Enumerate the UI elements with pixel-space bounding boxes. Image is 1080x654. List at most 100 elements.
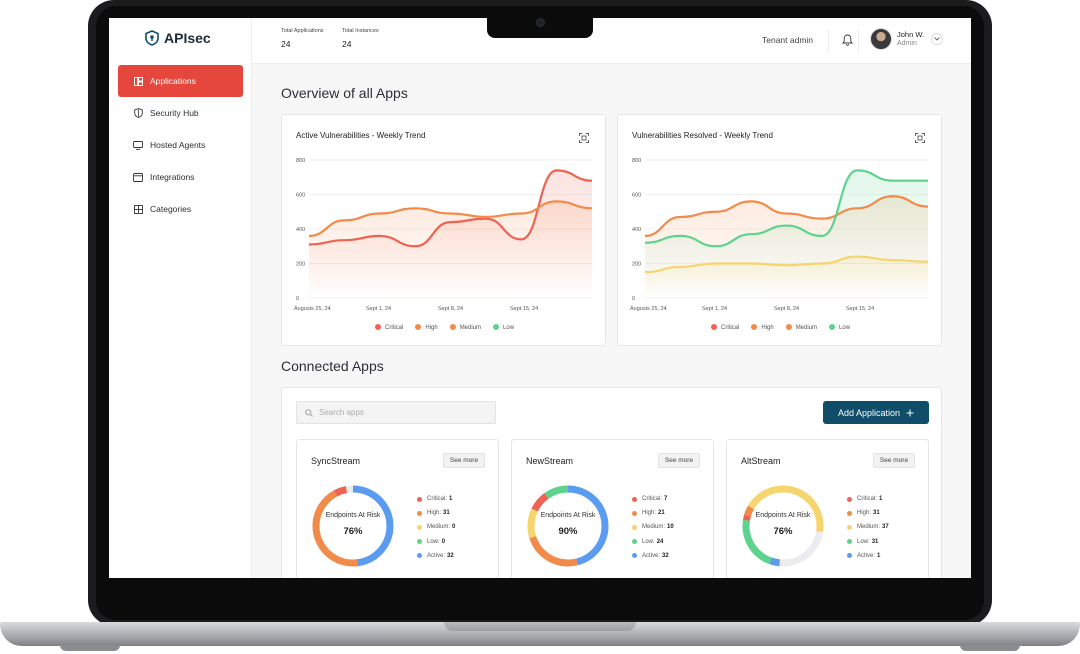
x-tick-label: Sept 1, 24 (702, 306, 727, 312)
series-area-medium (645, 256, 928, 298)
legend-dot (375, 324, 381, 330)
risk-label: Low: (427, 538, 440, 545)
see-more-button[interactable]: See more (658, 453, 700, 468)
app-name: AltStream (741, 456, 781, 466)
tenant-selector[interactable]: Tenant admin (762, 35, 814, 45)
donut-percent: 76% (773, 526, 793, 537)
risk-label: Critical: (642, 496, 663, 503)
brand-logo[interactable]: APIsec (145, 30, 211, 46)
status-dot (632, 524, 637, 530)
risk-label: High: (857, 510, 872, 517)
risk-value: 21 (658, 510, 665, 517)
risk-label: Critical: (857, 496, 878, 503)
app-card-newstream[interactable]: NewStream See more Endpoints At Risk 90%… (511, 439, 714, 578)
total-applications-label: Total Applications (281, 28, 324, 34)
risk-medium: Medium: 37 (847, 520, 889, 534)
endpoints-risk-donut (742, 485, 824, 567)
legend-item-high[interactable]: High (751, 324, 774, 331)
header-divider (858, 30, 859, 52)
see-more-button[interactable]: See more (443, 453, 485, 468)
chevron-down-icon[interactable] (931, 33, 943, 45)
risk-value: 7 (664, 496, 668, 503)
risk-critical: Critical: 7 (632, 492, 674, 506)
series-area-high (309, 201, 592, 298)
sidebar-item-security-hub[interactable]: Security Hub (118, 97, 243, 129)
see-more-button[interactable]: See more (873, 453, 915, 468)
legend-item-low[interactable]: Low (493, 324, 514, 331)
legend-item-critical[interactable]: Critical (711, 324, 739, 331)
y-tick-label: 200 (632, 262, 641, 268)
user-name: John W. (897, 30, 925, 39)
sidebar-item-categories[interactable]: Categories (118, 193, 243, 225)
app-name: SyncStream (311, 456, 361, 466)
legend-item-critical[interactable]: Critical (375, 324, 403, 331)
status-dot (417, 496, 422, 502)
risk-value: 1 (449, 496, 453, 503)
laptop-base-opening (444, 622, 636, 631)
sidebar-item-applications[interactable]: Applications (118, 65, 243, 97)
status-dot (847, 524, 852, 530)
risk-medium: Medium: 0 (417, 520, 455, 534)
risk-label: High: (427, 510, 442, 517)
y-tick-label: 400 (296, 227, 305, 233)
vulnerabilities-resolved-chart: 800 600 400 200 0 Augusts 25, 24 Sept 1, 24 Sep… (630, 158, 929, 312)
apisec-logo-icon (145, 30, 159, 46)
legend-dot (711, 324, 717, 330)
risk-label: Medium: (857, 524, 881, 531)
risk-value: 1 (877, 552, 881, 559)
x-tick-label: Sept 15, 24 (510, 306, 538, 312)
status-dot (417, 524, 422, 530)
app-card-altstream[interactable]: AltStream See more Endpoints At Risk 76%… (726, 439, 929, 578)
add-application-button[interactable]: Add Application (823, 401, 929, 424)
status-dot (847, 510, 852, 516)
legend-label: Medium (459, 325, 482, 331)
risk-value: 32 (447, 552, 454, 559)
y-tick-label: 400 (632, 227, 641, 233)
risk-medium: Medium: 10 (632, 520, 674, 534)
y-tick-label: 800 (632, 158, 641, 164)
sidebar-item-hosted-agents[interactable]: Hosted Agents (118, 129, 243, 161)
risk-label: Medium: (427, 524, 451, 531)
chart-legend: Critical High Medium Low (375, 324, 514, 331)
legend-label: High (761, 325, 774, 331)
legend-item-high[interactable]: High (415, 324, 438, 331)
sidebar-item-label: Hosted Agents (150, 140, 206, 150)
risk-value: 31 (871, 538, 879, 545)
legend-item-medium[interactable]: Medium (785, 324, 817, 331)
expand-icon[interactable] (915, 130, 925, 148)
active-vulnerabilities-card: Active Vulnerabilities - Weekly Trend 80… (281, 114, 606, 346)
legend-item-low[interactable]: Low (829, 324, 850, 331)
sidebar-nav: Applications Security Hub Hosted Agents … (118, 65, 243, 225)
status-dot (632, 553, 637, 559)
search-input[interactable]: Search apps (296, 401, 496, 424)
user-avatar[interactable] (870, 28, 892, 50)
app-card-syncstream[interactable]: SyncStream See more Endpoints At Risk 76… (296, 439, 499, 578)
sidebar-item-label: Integrations (150, 172, 195, 182)
risk-label: High: (642, 510, 657, 517)
legend-dot (415, 324, 422, 330)
legend-dot (785, 324, 792, 330)
notification-bell-icon[interactable] (842, 33, 853, 51)
status-dot (632, 510, 637, 516)
legend-label: Critical (385, 325, 404, 331)
legend-label: High (425, 325, 438, 331)
window-icon (133, 172, 143, 182)
app-name: NewStream (526, 456, 574, 466)
sidebar-item-integrations[interactable]: Integrations (118, 161, 243, 193)
brand-name: APIsec (164, 30, 211, 46)
expand-icon[interactable] (579, 130, 589, 148)
sidebar: APIsec Applications Security Hub Hosted … (109, 18, 252, 578)
donut-segment-medium (527, 485, 609, 567)
risk-low: Low: 0 (417, 535, 455, 549)
total-instances-value: 24 (342, 39, 352, 49)
legend-item-medium[interactable]: Medium (449, 324, 482, 331)
monitor-icon (133, 140, 143, 150)
y-tick-label: 0 (296, 296, 299, 302)
risk-low: Low: 31 (847, 535, 889, 549)
risk-high: High: 31 (417, 506, 455, 520)
legend-label: Critical (721, 325, 740, 331)
user-role: Admin (897, 40, 917, 47)
risk-breakdown: Critical: 7 High: 21 Medium: 10 Low: 24 Acti… (632, 492, 674, 563)
active-vulnerabilities-chart: 800 600 400 200 0 Augusts 25, 24 Sept 1, 24 Sep… (294, 158, 593, 312)
vulnerabilities-resolved-card: Vulnerabilities Resolved - Weekly Trend … (617, 114, 942, 346)
